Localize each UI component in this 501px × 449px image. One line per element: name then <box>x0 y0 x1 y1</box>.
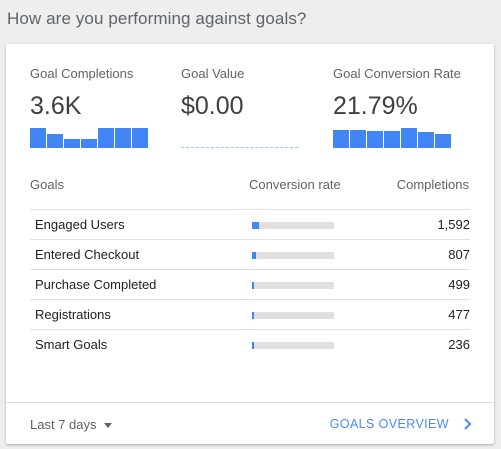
goal-name: Engaged Users <box>35 217 125 232</box>
conversion-rate-fill <box>252 222 260 229</box>
sparkline-bar <box>333 130 349 148</box>
sparkline-bar <box>350 130 366 148</box>
goal-name: Smart Goals <box>35 337 108 352</box>
conversion-rate-fill <box>252 282 255 289</box>
completions-value: 499 <box>448 277 470 292</box>
goals-overview-link[interactable]: GOALS OVERVIEW <box>330 417 472 431</box>
card-footer: Last 7 days GOALS OVERVIEW <box>6 402 494 445</box>
table-row[interactable]: Registrations 477 <box>30 300 470 330</box>
sparkline-bar <box>47 134 63 148</box>
conversion-rate-fill <box>252 312 255 319</box>
sparkline-bar <box>367 131 383 148</box>
metric-value: $0.00 <box>181 92 244 120</box>
sparkline-bar <box>132 128 148 148</box>
metric-value: 3.6K <box>30 92 82 120</box>
sparkline-bar <box>30 128 46 148</box>
sparkline-bar <box>418 132 434 148</box>
metric-value: 21.79% <box>333 92 418 120</box>
completions-value: 236 <box>448 337 470 352</box>
page-title: How are you performing against goals? <box>7 9 307 28</box>
conversion-rate-bar <box>252 342 334 349</box>
sparkline-bar <box>384 131 400 148</box>
goals-card: Goal Completions 3.6K Goal Value $0.00 G… <box>6 44 494 444</box>
conversion-rate-fill <box>252 342 254 349</box>
caret-down-icon <box>103 422 112 428</box>
sparkline-goal-value <box>181 147 298 148</box>
metric-label: Goal Value <box>181 66 245 81</box>
goal-name: Registrations <box>35 307 111 322</box>
completions-value: 1,592 <box>437 217 470 232</box>
completions-value: 807 <box>448 247 470 262</box>
sparkline-bar <box>98 128 114 148</box>
conversion-rate-bar <box>252 312 334 319</box>
sparkline-bar <box>81 139 97 148</box>
completions-value: 477 <box>448 307 470 322</box>
goals-overview-label: GOALS OVERVIEW <box>329 417 449 431</box>
table-row[interactable]: Engaged Users 1,592 <box>30 210 470 240</box>
conversion-rate-bar <box>252 282 334 289</box>
goal-name: Entered Checkout <box>35 247 140 262</box>
column-header-completions: Completions <box>396 177 469 192</box>
table-row[interactable]: Entered Checkout 807 <box>30 240 470 270</box>
sparkline-goal-conversion-rate <box>333 128 452 148</box>
table-row[interactable]: Purchase Completed 499 <box>30 270 470 300</box>
conversion-rate-bar <box>252 222 334 229</box>
column-header-conversion-rate: Conversion rate <box>249 177 341 192</box>
metric-label: Goal Completions <box>30 66 134 81</box>
date-range-dropdown[interactable]: Last 7 days <box>30 417 112 432</box>
table-row[interactable]: Smart Goals 236 <box>30 330 470 359</box>
metric-label: Goal Conversion Rate <box>333 66 461 81</box>
conversion-rate-fill <box>252 252 257 259</box>
sparkline-bar <box>115 128 131 148</box>
goals-table: Engaged Users 1,592 Entered Checkout 807… <box>30 209 470 359</box>
sparkline-bar <box>64 139 80 148</box>
sparkline-bar <box>435 134 451 148</box>
goal-name: Purchase Completed <box>35 277 157 292</box>
sparkline-bar <box>401 128 417 148</box>
date-range-label: Last 7 days <box>30 417 97 432</box>
conversion-rate-bar <box>252 252 334 259</box>
sparkline-goal-completions <box>30 128 149 148</box>
chevron-right-icon <box>464 418 472 430</box>
column-header-goals: Goals <box>30 177 64 192</box>
